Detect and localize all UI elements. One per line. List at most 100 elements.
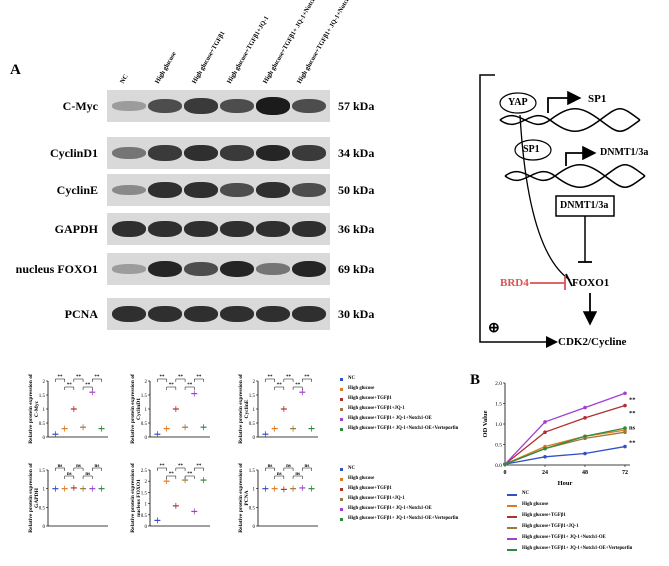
blot-band bbox=[148, 98, 182, 114]
series-line bbox=[504, 429, 626, 465]
y-tick-label: 1 bbox=[43, 408, 46, 413]
sig-bracket bbox=[73, 467, 84, 471]
series-point bbox=[583, 405, 587, 410]
y-tick-label: 1.5 bbox=[141, 491, 148, 496]
blot-band bbox=[292, 220, 326, 238]
y-axis-title: OD Value bbox=[482, 410, 489, 437]
series-point bbox=[623, 444, 627, 449]
sig-bracket bbox=[274, 386, 285, 390]
sig-label: ns bbox=[67, 472, 72, 477]
blot-band bbox=[256, 305, 290, 323]
y-axis-title-line: nucleus FOXO1 bbox=[136, 479, 142, 517]
y-tick-label: 0 bbox=[253, 436, 256, 441]
legend-marker bbox=[340, 498, 343, 501]
series-point bbox=[583, 451, 587, 456]
significance-label: ** bbox=[629, 396, 636, 403]
blot-protein-label: CyclinD1 bbox=[50, 146, 98, 160]
y-tick-label: 1 bbox=[253, 408, 256, 413]
x-tick-label: 72 bbox=[622, 470, 628, 476]
legend-marker bbox=[340, 408, 343, 411]
panel-letter-b: B bbox=[470, 372, 481, 388]
y-axis-title: Relative protein expression ofGAPDH bbox=[28, 463, 40, 533]
sig-bracket bbox=[92, 467, 102, 471]
sig-bracket bbox=[274, 475, 285, 479]
blot-band bbox=[256, 263, 290, 275]
blot-band bbox=[184, 261, 218, 277]
y-tick-label: 1 bbox=[43, 488, 46, 493]
legend-marker bbox=[507, 516, 517, 518]
series-line bbox=[504, 431, 626, 465]
dnmt-target-label: DNMT1/3a bbox=[600, 147, 649, 158]
y-tick-label: 0.5 bbox=[495, 443, 502, 449]
dnmt-box-label: DNMT1/3a bbox=[560, 200, 609, 211]
series-line bbox=[504, 427, 626, 465]
blot-protein-label: PCNA bbox=[64, 307, 98, 321]
blot-band bbox=[220, 98, 254, 114]
y-tick-label: 1.0 bbox=[495, 422, 502, 428]
blot-protein-label: C-Myc bbox=[62, 99, 98, 113]
y-axis-title-line: Relative protein expression of bbox=[238, 374, 244, 444]
blot-band bbox=[112, 220, 146, 238]
panel-letter-a: A bbox=[10, 62, 21, 78]
y-axis-title: Relative protein expression ofPCNA bbox=[238, 463, 250, 533]
y-tick-label: 0.5 bbox=[141, 422, 148, 427]
blot-band bbox=[256, 220, 290, 238]
sig-bracket bbox=[55, 467, 65, 471]
y-tick-label: 0 bbox=[43, 525, 46, 530]
y-tick-label: 2 bbox=[43, 380, 46, 385]
y-axis-title-line: PCNA bbox=[244, 490, 250, 505]
blot-band bbox=[112, 264, 146, 274]
y-tick-label: 0.0 bbox=[495, 463, 502, 469]
sp1-label: SP1 bbox=[523, 144, 540, 155]
legend-marker bbox=[340, 428, 343, 431]
series-point bbox=[543, 430, 547, 435]
y-axis-title-line: GAPDH bbox=[34, 487, 40, 508]
sig-label: ** bbox=[76, 375, 82, 380]
sig-label: ** bbox=[178, 464, 184, 469]
blot-band bbox=[220, 260, 254, 278]
blot-band bbox=[148, 181, 182, 199]
plus-icon: ⊕ bbox=[488, 321, 500, 336]
series-point bbox=[583, 434, 587, 439]
y-tick-label: 1.5 bbox=[249, 469, 256, 474]
sig-bracket bbox=[175, 378, 186, 382]
blot-band bbox=[184, 144, 218, 162]
blot-kda-label: 34 kDa bbox=[338, 146, 375, 160]
legend-label: High glucose+TGFβ1+ JQ-1+Notch1-OE bbox=[348, 416, 432, 421]
legend-label: NC bbox=[522, 491, 529, 496]
blot-kda-label: 36 kDa bbox=[338, 222, 375, 236]
legend-marker bbox=[340, 518, 343, 521]
legend-marker bbox=[340, 388, 343, 391]
series-point bbox=[623, 426, 627, 430]
sig-bracket bbox=[175, 467, 186, 471]
y-tick-label: 0.5 bbox=[39, 422, 46, 427]
sig-label: ** bbox=[169, 383, 175, 388]
yap-label: YAP bbox=[508, 97, 528, 108]
legend-label: High glucose+TGFβ1+ JQ-1+Notch1-OE+Verte… bbox=[348, 516, 459, 521]
blot-band bbox=[148, 220, 182, 238]
blot-band bbox=[292, 260, 326, 278]
sig-label: ** bbox=[187, 472, 193, 477]
legend-marker bbox=[340, 488, 343, 491]
y-tick-label: 0.5 bbox=[141, 514, 148, 519]
y-tick-label: 2 bbox=[145, 380, 148, 385]
y-tick-label: 1 bbox=[145, 408, 148, 413]
sig-label: ** bbox=[160, 464, 166, 469]
y-tick-label: 2.0 bbox=[495, 381, 502, 387]
sp1-node bbox=[514, 139, 552, 161]
significance-label: ** bbox=[629, 440, 636, 447]
legend-label: High glucose+TGFβ1 bbox=[348, 486, 392, 491]
blot-band bbox=[112, 101, 146, 111]
y-tick-label: 1 bbox=[145, 503, 148, 508]
y-axis-title-line: Relative protein expression of bbox=[28, 463, 34, 533]
legend-label: High glucose+TGFβ1 bbox=[348, 396, 392, 401]
series-point bbox=[503, 462, 507, 466]
sig-label: ** bbox=[286, 375, 292, 380]
y-tick-label: 0 bbox=[145, 525, 148, 530]
cdk2-label: CDK2/Cycline bbox=[558, 336, 627, 348]
y-tick-label: 0 bbox=[253, 525, 256, 530]
sig-bracket bbox=[92, 378, 102, 382]
y-axis-title: Relative protein expression ofCyclinE bbox=[238, 374, 250, 444]
sig-label: ns bbox=[277, 472, 282, 477]
